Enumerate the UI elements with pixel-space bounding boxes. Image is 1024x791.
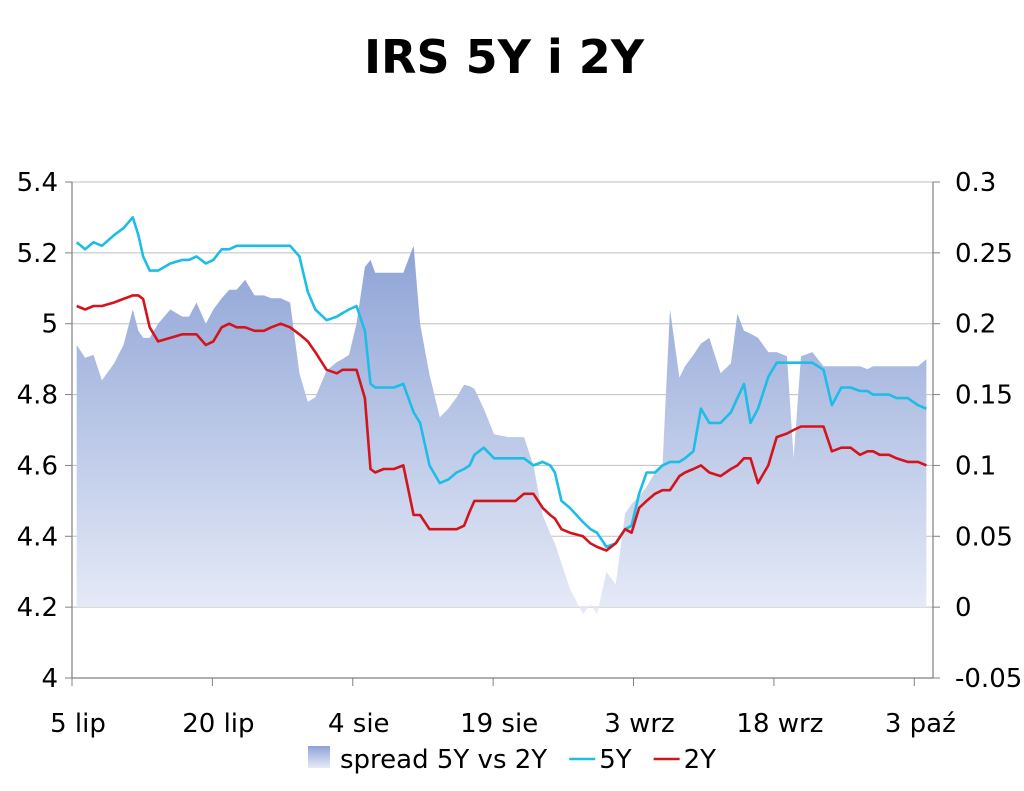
legend-label: 2Y	[684, 745, 717, 775]
y-right-tick-label: 0.3	[955, 168, 996, 198]
legend: spread 5Y vs 2Y 5Y 2Y	[308, 745, 716, 775]
y-left-tick-label: 4.4	[17, 522, 58, 552]
series-line-5y	[75, 216, 927, 549]
y-left-tick-label: 4.8	[17, 381, 58, 411]
y-left-tick-label: 4.6	[17, 451, 58, 481]
axes: 4 4.2 4.4 4.6 4.8 5 5.2 5.4 -0.05 0 0.05 0.1 0.15 0.2…	[17, 168, 1023, 739]
line-layer	[75, 216, 927, 552]
series-spread-area	[76, 245, 927, 615]
y-right-tick-label: 0.1	[955, 451, 996, 481]
y-right-tick-label: 0.2	[955, 310, 996, 340]
y-left-tick-label: 5	[41, 310, 58, 340]
x-tick-label: 20 lip	[182, 709, 254, 739]
y-left-tick-label: 5.4	[17, 168, 58, 198]
series-line-2y	[76, 294, 927, 552]
x-tick-label: 3 wrz	[604, 709, 674, 739]
chart-title: IRS 5Y i 2Y	[363, 30, 645, 84]
x-tick-label: 4 sie	[328, 709, 390, 739]
y-left-tick-label: 4.2	[17, 593, 58, 623]
y-left-tick-label: 4	[41, 664, 58, 694]
x-tick-label: 5 lip	[50, 709, 106, 739]
spread-area-layer	[76, 245, 927, 615]
x-tick-label: 3 paź	[885, 709, 956, 739]
y-right-tick-label: 0	[955, 593, 972, 623]
x-tick-label: 18 wrz	[736, 709, 823, 739]
legend-swatch-spread	[308, 746, 330, 768]
legend-label: spread 5Y vs 2Y	[340, 745, 547, 775]
x-tick-label: 19 sie	[460, 709, 538, 739]
y-right-tick-label: 0.15	[955, 381, 1013, 411]
y-right-tick-label: 0.25	[955, 239, 1013, 269]
legend-label: 5Y	[599, 745, 632, 775]
y-left-tick-label: 5.2	[17, 239, 58, 269]
y-right-tick-label: 0.05	[955, 522, 1013, 552]
y-right-tick-label: -0.05	[955, 664, 1022, 694]
